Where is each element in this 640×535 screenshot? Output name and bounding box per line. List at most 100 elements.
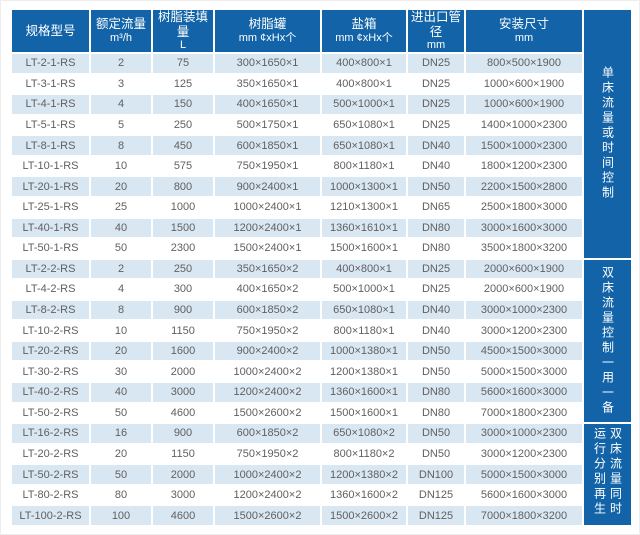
table-cell: 2 xyxy=(91,259,151,279)
model-cell: LT-40-1-RS xyxy=(12,218,89,238)
table-cell: 1210×1300×1 xyxy=(322,197,406,217)
model-cell: LT-10-1-RS xyxy=(12,156,89,176)
table-cell: 2000×600×1900 xyxy=(466,259,582,279)
header-unit-label: mm xyxy=(426,39,446,52)
table-cell: 100 xyxy=(91,506,151,525)
table-cell: 7000×1800×2300 xyxy=(466,403,582,423)
table-cell: 3000 xyxy=(153,485,213,505)
table-cell: 1360×1610×1 xyxy=(322,218,406,238)
table-cell: 650×1080×1 xyxy=(322,115,406,135)
table-cell: 50 xyxy=(91,403,151,423)
table-cell: 450 xyxy=(153,136,213,155)
table-cell: 5600×1600×3000 xyxy=(466,383,582,402)
table-cell: 4 xyxy=(91,95,151,114)
table-cell: 575 xyxy=(153,156,213,176)
model-cell: LT-8-2-RS xyxy=(12,300,89,320)
table-cell: 1200×2400×1 xyxy=(215,218,320,238)
table-cell: 125 xyxy=(153,74,213,94)
table-cell: 75 xyxy=(153,54,213,73)
table-cell: 4 xyxy=(91,280,151,299)
sidebar-section-1: 单床流量或时间控制 xyxy=(584,10,631,258)
table-cell: 2000 xyxy=(153,465,213,484)
table-cell: 500×1750×1 xyxy=(215,115,320,135)
header-label: 树脂装填量 xyxy=(157,9,208,39)
table-cell: 50 xyxy=(91,239,151,258)
table-cell: 5 xyxy=(91,115,151,135)
table-cell: 350×1650×1 xyxy=(215,74,320,94)
header-unit-label: L xyxy=(179,39,187,52)
table-cell: 1360×1600×2 xyxy=(322,485,406,505)
table-cell: 4600 xyxy=(153,403,213,423)
table-cell: DN65 xyxy=(408,197,464,217)
model-cell: LT-20-2-RS xyxy=(12,444,89,464)
spec-table: 规格型号 额定流量 m³/h 树脂装填量 L 树脂罐 mm ¢xHx个 盐箱 mm ¢xHx个进… xyxy=(12,10,631,525)
table-cell: 900 xyxy=(153,300,213,320)
table-cell: DN25 xyxy=(408,280,464,299)
sidebar-section-2: 双床流量控制一用一备 xyxy=(584,259,631,423)
table-cell: 400×1650×1 xyxy=(215,95,320,114)
table-cell: 40 xyxy=(91,383,151,402)
table-cell: 800×500×1900 xyxy=(466,54,582,73)
table-cell: 1500×2400×1 xyxy=(215,239,320,258)
table-cell: 1600 xyxy=(153,341,213,361)
sidebar-section-label: 双床流量同时运行分别再生 xyxy=(592,426,623,517)
table-cell: 7000×1800×3200 xyxy=(466,506,582,525)
table-cell: 500×1000×1 xyxy=(322,280,406,299)
table-cell: 5000×1500×3000 xyxy=(466,465,582,484)
table-cell: 2 xyxy=(91,54,151,73)
table-cell: DN100 xyxy=(408,465,464,484)
table-cell: 800×1180×1 xyxy=(322,156,406,176)
header-unit-label: mm ¢xHx个 xyxy=(238,31,297,44)
table-cell: 900 xyxy=(153,424,213,443)
table-cell: 50 xyxy=(91,465,151,484)
table-cell: DN25 xyxy=(408,95,464,114)
model-cell: LT-25-1-RS xyxy=(12,197,89,217)
table-cell: 1500×2600×2 xyxy=(215,403,320,423)
table-cell: DN80 xyxy=(408,239,464,258)
table-cell: 250 xyxy=(153,259,213,279)
table-cell: DN40 xyxy=(408,136,464,155)
table-cell: 400×1650×2 xyxy=(215,280,320,299)
table-cell: 600×1850×2 xyxy=(215,300,320,320)
model-cell: LT-50-1-RS xyxy=(12,239,89,258)
header-label: 进出口管径 xyxy=(410,9,461,39)
table-cell: DN50 xyxy=(408,424,464,443)
model-cell: LT-40-2-RS xyxy=(12,383,89,402)
table-cell: 40 xyxy=(91,218,151,238)
table-cell: DN25 xyxy=(408,74,464,94)
table-cell: 16 xyxy=(91,424,151,443)
model-cell: LT-80-2-RS xyxy=(12,485,89,505)
table-cell: 400×800×1 xyxy=(322,74,406,94)
table-cell: 4500×1500×3000 xyxy=(466,341,582,361)
table-cell: 20 xyxy=(91,444,151,464)
sidebar-section-label: 双床流量控制一用一备 xyxy=(600,265,615,416)
table-cell: 3000×1200×2300 xyxy=(466,321,582,340)
table-cell: DN25 xyxy=(408,115,464,135)
model-cell: LT-50-2-RS xyxy=(12,403,89,423)
header-unit-label: m³/h xyxy=(110,31,132,44)
model-cell: LT-3-1-RS xyxy=(12,74,89,94)
table-cell: 1200×1380×1 xyxy=(322,362,406,382)
table-cell: 30 xyxy=(91,362,151,382)
table-cell: 25 xyxy=(91,197,151,217)
table-cell: 10 xyxy=(91,156,151,176)
table-cell: 750×1950×1 xyxy=(215,156,320,176)
table-cell: 1500 xyxy=(153,218,213,238)
table-cell: DN40 xyxy=(408,321,464,340)
table-cell: DN25 xyxy=(408,259,464,279)
model-cell: LT-20-2-RS xyxy=(12,341,89,361)
table-cell: 1000×1300×1 xyxy=(322,177,406,196)
header-label: 安装尺寸 xyxy=(498,17,549,32)
table-cell: 1500×2600×2 xyxy=(215,506,320,525)
table-cell: 1500×1000×2300 xyxy=(466,136,582,155)
table-cell: 650×1080×1 xyxy=(322,300,406,320)
table-cell: 2000 xyxy=(153,362,213,382)
table-cell: 250 xyxy=(153,115,213,135)
model-cell: LT-2-1-RS xyxy=(12,54,89,73)
table-cell: DN50 xyxy=(408,362,464,382)
table-cell: 80 xyxy=(91,485,151,505)
model-cell: LT-30-2-RS xyxy=(12,362,89,382)
header-cell-6: 进出口管径 mm xyxy=(408,10,464,52)
header-label: 盐箱 xyxy=(351,17,377,32)
table-cell: 750×1950×2 xyxy=(215,444,320,464)
